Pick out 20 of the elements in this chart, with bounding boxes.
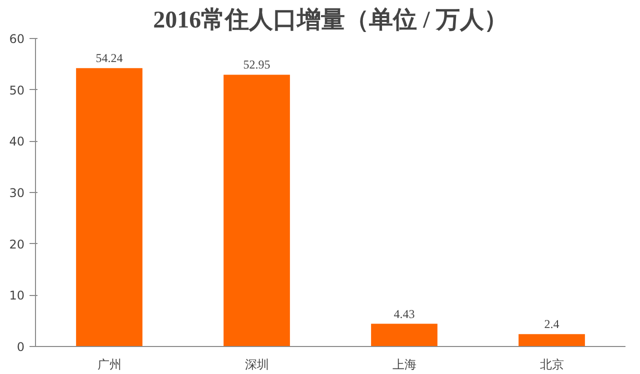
y-tick-label: 30: [9, 186, 25, 200]
y-tick-label: 40: [9, 134, 25, 149]
data-label: 2.4: [544, 317, 560, 332]
x-tick-label: 广州: [97, 358, 122, 372]
y-tick-label: 50: [9, 83, 25, 98]
y-tick-label: 20: [9, 237, 25, 252]
chart-title: 2016常住人口增量（单位 / 万人）: [153, 6, 508, 34]
x-tick-label: 上海: [392, 358, 416, 372]
data-label: 52.95: [243, 58, 270, 72]
x-tick-label: 深圳: [244, 358, 269, 372]
x-tick-label: 北京: [540, 358, 564, 372]
data-label: 4.43: [394, 306, 415, 321]
bar: [371, 324, 438, 346]
y-tick-label: 0: [16, 340, 25, 354]
y-tick-label: 60: [9, 32, 25, 46]
y-tick-label: 10: [9, 288, 25, 303]
bar: [76, 68, 142, 346]
bar: [518, 334, 585, 346]
bar: [224, 74, 290, 346]
data-label: 54.24: [96, 51, 123, 66]
